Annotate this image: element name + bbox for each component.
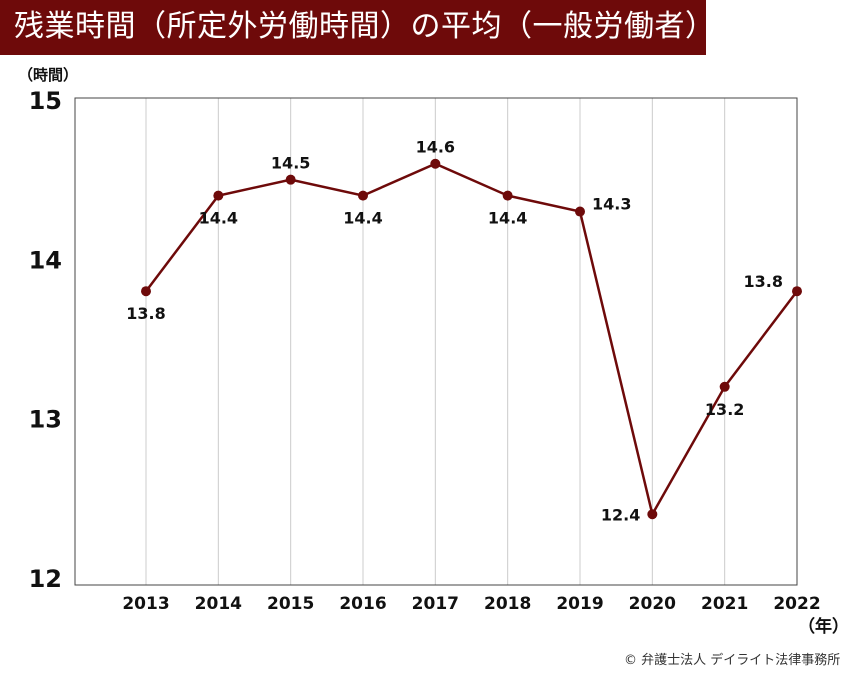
data-label: 14.3 — [592, 195, 631, 214]
x-tick-label: 2019 — [556, 594, 603, 614]
data-label: 12.4 — [601, 505, 640, 524]
x-tick-label: 2020 — [629, 594, 676, 614]
x-tick-label: 2018 — [484, 594, 531, 614]
y-tick-label: 13 — [29, 406, 62, 434]
data-point — [502, 190, 513, 201]
y-axis-label: （時間） — [18, 66, 79, 84]
data-point — [213, 190, 224, 201]
data-point — [792, 286, 802, 297]
title-banner: 残業時間（所定外労働時間）の平均（一般労働者） — [0, 0, 715, 55]
y-tick-label: 15 — [29, 87, 62, 115]
copyright-credit: © 弁護士法人 デイライト法律事務所 — [624, 653, 841, 668]
series-line — [145, 162, 798, 518]
x-tick-label: 2014 — [195, 594, 242, 614]
x-tick-label: 2016 — [339, 594, 386, 614]
chart-title: 残業時間（所定外労働時間）の平均（一般労働者） — [14, 9, 716, 44]
data-label: 14.5 — [271, 154, 310, 173]
data-label: 13.2 — [705, 400, 744, 419]
data-label: 14.6 — [416, 138, 455, 157]
x-axis-label: （年） — [798, 617, 849, 637]
x-tick-label: 2013 — [122, 594, 169, 614]
data-point — [430, 158, 441, 169]
data-point — [719, 381, 730, 392]
data-label: 13.8 — [126, 304, 165, 323]
data-point — [141, 286, 151, 297]
data-label: 14.4 — [488, 209, 527, 228]
y-tick-label: 12 — [29, 565, 62, 593]
x-tick-label: 2021 — [701, 594, 748, 614]
data-label: 14.4 — [199, 209, 238, 228]
x-tick-label: 2017 — [412, 594, 459, 614]
data-point — [285, 174, 296, 185]
plot-frame — [74, 97, 798, 586]
x-tick-label: 2022 — [773, 594, 820, 614]
x-tick-label: 2015 — [267, 594, 314, 614]
data-point — [575, 206, 585, 217]
data-point — [358, 190, 368, 201]
data-label: 13.8 — [744, 272, 783, 291]
data-point — [647, 509, 658, 520]
data-label: 14.4 — [343, 209, 382, 228]
y-tick-label: 14 — [29, 246, 62, 274]
